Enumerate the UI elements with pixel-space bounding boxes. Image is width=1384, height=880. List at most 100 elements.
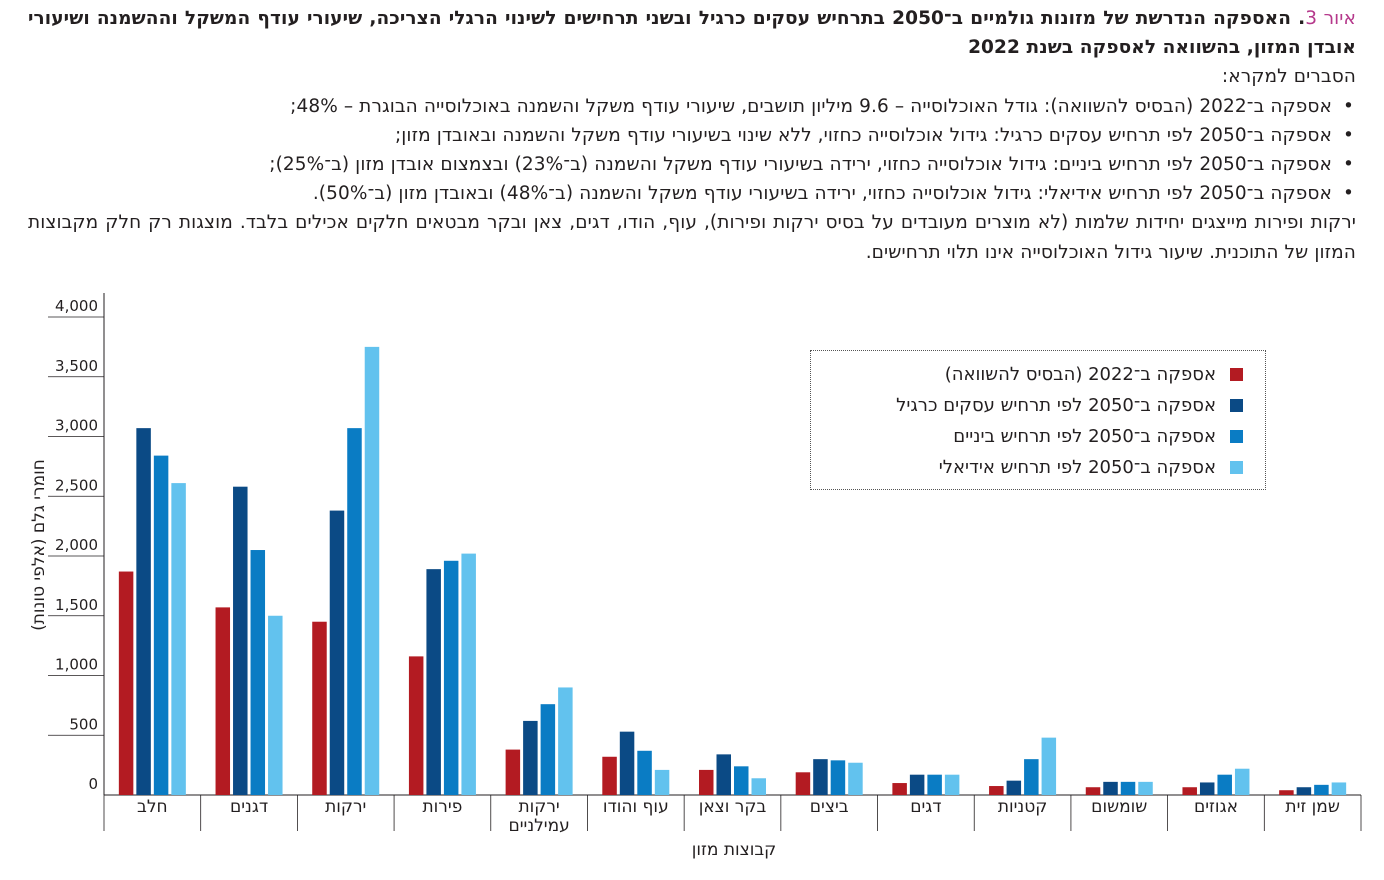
legend-explanation-item: אספקה ב־2050 לפי תרחיש ביניים: גידול אוכ…	[28, 150, 1354, 179]
chart-legend: אספקה ב־2022 (הבסיס להשוואה) אספקה ב־205…	[810, 350, 1266, 490]
bar	[312, 621, 327, 795]
figure-note: ירקות ופירות מייצגים יחידות שלמות (לא מו…	[28, 212, 1356, 263]
bar	[654, 769, 670, 795]
bar	[892, 783, 907, 795]
bar	[830, 760, 846, 795]
y-tick-label: 4,000	[55, 297, 98, 315]
bar	[1199, 782, 1215, 795]
bar	[347, 428, 362, 795]
y-tick-label: 3,000	[55, 417, 98, 435]
bar	[1314, 784, 1329, 795]
bar	[540, 704, 556, 795]
bar	[944, 774, 960, 795]
bar	[558, 687, 573, 795]
bar	[619, 731, 635, 795]
bar	[1120, 781, 1136, 795]
bar	[927, 774, 942, 795]
bar	[716, 754, 731, 795]
x-tick-label: דגנים	[230, 797, 268, 817]
y-axis-label: חומרי גלם (אלפי טונות)	[29, 459, 49, 631]
legend-label: אספקה ב־2050 לפי תרחיש אידיאלי	[938, 457, 1216, 478]
bar	[1085, 787, 1101, 795]
bar	[1234, 768, 1250, 795]
bar	[1103, 781, 1118, 795]
figure-caption: איור 3. האספקה הנדרשת של מזונות גולמיים …	[28, 4, 1356, 267]
legend-swatch	[1230, 430, 1243, 443]
legend-item: אספקה ב־2050 לפי תרחיש עסקים כרגיל	[811, 390, 1265, 421]
bar	[909, 774, 925, 795]
bar	[637, 750, 652, 795]
y-tick-label: 2,500	[55, 476, 98, 494]
bar	[602, 756, 617, 795]
bar	[1182, 787, 1197, 795]
x-tick-label: קטניות	[998, 797, 1048, 817]
x-tick-label: ירקות	[325, 797, 366, 817]
legend-explanation-item: אספקה ב־2050 לפי תרחיש אידיאלי: גידול או…	[28, 179, 1354, 208]
legend-item: אספקה ב־2050 לפי תרחיש ביניים	[811, 421, 1265, 452]
legend-label: אספקה ב־2022 (הבסיס להשוואה)	[944, 364, 1216, 385]
x-tick-label: שומשום	[1091, 797, 1147, 817]
legend-item: אספקה ב־2050 לפי תרחיש אידיאלי	[811, 452, 1265, 483]
x-tick-label: ביצים	[810, 797, 849, 817]
bar	[505, 749, 521, 795]
bar	[153, 455, 169, 795]
x-tick-label: דגים	[910, 797, 941, 817]
legend-intro: הסברים למקרא:	[1221, 66, 1356, 88]
bar	[523, 720, 538, 795]
legend-explanations: אספקה ב־2022 (הבסיס להשוואה): גודל האוכל…	[28, 92, 1356, 209]
legend-explanation-item: אספקה ב־2022 (הבסיס להשוואה): גודל האוכל…	[28, 92, 1354, 121]
bar	[989, 786, 1004, 795]
x-tick-label: פירות	[423, 797, 463, 817]
bar	[268, 615, 283, 795]
legend-explanation-item: אספקה ב־2050 לפי תרחיש עסקים כרגיל: גידו…	[28, 121, 1354, 150]
bar	[1217, 774, 1232, 795]
x-tick-label: שמן זית	[1285, 797, 1340, 817]
y-tick-label: 500	[69, 715, 98, 733]
bar	[233, 486, 248, 795]
bars	[118, 346, 1347, 795]
bar	[1006, 780, 1022, 795]
x-tick-label: חלב	[137, 797, 168, 817]
y-tick-label: 2,000	[55, 536, 98, 554]
x-tick-label: עמילניים	[508, 816, 569, 836]
bar	[813, 759, 828, 795]
bar	[136, 428, 151, 795]
bar	[751, 778, 766, 795]
bar	[250, 550, 266, 795]
bar	[1331, 782, 1347, 795]
legend-item: אספקה ב־2022 (הבסיס להשוואה)	[811, 359, 1265, 390]
bar	[1279, 790, 1294, 795]
bar	[118, 571, 134, 795]
bar	[461, 553, 476, 795]
y-axis-ticks: 0 500 1,000 1,500 2,000 2,500 3,000 3,500 4,000	[55, 297, 98, 793]
bar	[364, 346, 380, 795]
figure-title: איור 3. האספקה הנדרשת של מזונות גולמיים …	[28, 4, 1356, 62]
bar	[171, 483, 186, 795]
bar	[329, 510, 345, 795]
figure-label: איור 3	[1305, 8, 1356, 29]
y-tick-label: 3,500	[55, 357, 98, 375]
bar	[699, 769, 714, 795]
y-tick-label: 1,500	[55, 596, 98, 614]
x-tick-label: ירקות	[518, 797, 559, 817]
bar	[734, 766, 749, 795]
x-tick-label: אגוזים	[1194, 797, 1238, 817]
y-tick-label: 1,000	[55, 656, 98, 674]
x-tick-label: בקר וצאן	[699, 797, 767, 817]
legend-swatch	[1230, 368, 1243, 381]
legend-swatch	[1230, 399, 1243, 412]
bar	[795, 772, 811, 795]
bar	[408, 656, 424, 795]
bar	[1041, 737, 1057, 795]
figure-title-text: . האספקה הנדרשת של מזונות גולמיים ב־2050…	[28, 8, 1356, 59]
legend-label: אספקה ב־2050 לפי תרחיש עסקים כרגיל	[896, 395, 1216, 416]
x-tick-label: עוף והודו	[603, 797, 669, 817]
legend-swatch	[1230, 461, 1243, 474]
y-tick-label: 0	[88, 775, 98, 793]
bar	[848, 762, 863, 795]
bar	[1138, 781, 1153, 795]
bar	[426, 569, 441, 795]
bar	[443, 560, 459, 795]
